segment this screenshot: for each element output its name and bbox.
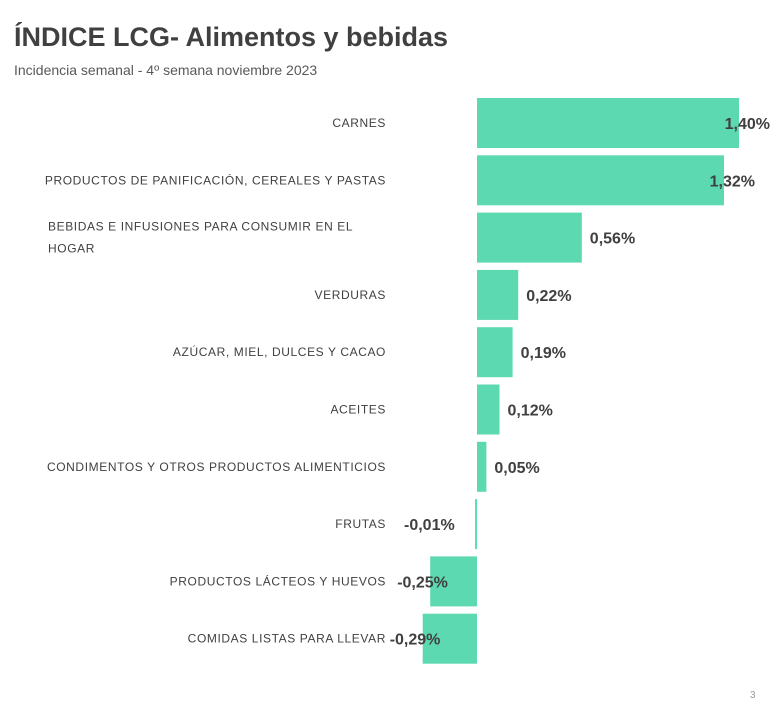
bar bbox=[477, 327, 513, 378]
bar bbox=[477, 441, 487, 492]
value-label: 0,19% bbox=[521, 345, 566, 362]
value-label: 0,56% bbox=[590, 231, 635, 248]
chart-title: ÍNDICE LCG- Alimentos y bebidas bbox=[14, 22, 449, 52]
bar bbox=[422, 613, 477, 664]
category-label: AZÚCAR, MIEL, DULCES Y CACAO bbox=[173, 344, 386, 359]
page-number: 3 bbox=[750, 690, 756, 701]
bar bbox=[477, 384, 500, 435]
category-label: BEBIDAS E INFUSIONES PARA CONSUMIR EN EL… bbox=[48, 220, 353, 256]
category-label: VERDURAS bbox=[315, 288, 386, 302]
value-label: 1,40% bbox=[725, 116, 770, 133]
bar bbox=[475, 499, 477, 550]
category-label: CARNES bbox=[332, 116, 386, 130]
value-label: 0,12% bbox=[508, 403, 553, 420]
category-label: PRODUCTOS DE PANIFICACIÓN, CEREALES Y PA… bbox=[45, 172, 386, 187]
bar bbox=[430, 556, 477, 607]
bar bbox=[477, 212, 582, 263]
bar bbox=[477, 155, 724, 206]
category-label: ACEITES bbox=[330, 403, 386, 417]
value-label: 0,05% bbox=[494, 460, 539, 477]
value-label: -0,25% bbox=[397, 574, 448, 591]
chart-subtitle: Incidencia semanal - 4º semana noviembre… bbox=[14, 62, 318, 78]
value-label: -0,29% bbox=[390, 632, 441, 649]
value-label: 0,22% bbox=[526, 288, 571, 305]
value-label: 1,32% bbox=[710, 173, 755, 190]
category-label: FRUTAS bbox=[335, 517, 386, 531]
category-label: CONDIMENTOS Y OTROS PRODUCTOS ALIMENTICI… bbox=[47, 460, 386, 474]
value-label: -0,01% bbox=[404, 517, 455, 534]
category-label: PRODUCTOS LÁCTEOS Y HUEVOS bbox=[170, 573, 386, 588]
category-label: COMIDAS LISTAS PARA LLEVAR bbox=[188, 632, 386, 646]
bar bbox=[477, 98, 739, 148]
bar bbox=[477, 269, 519, 320]
